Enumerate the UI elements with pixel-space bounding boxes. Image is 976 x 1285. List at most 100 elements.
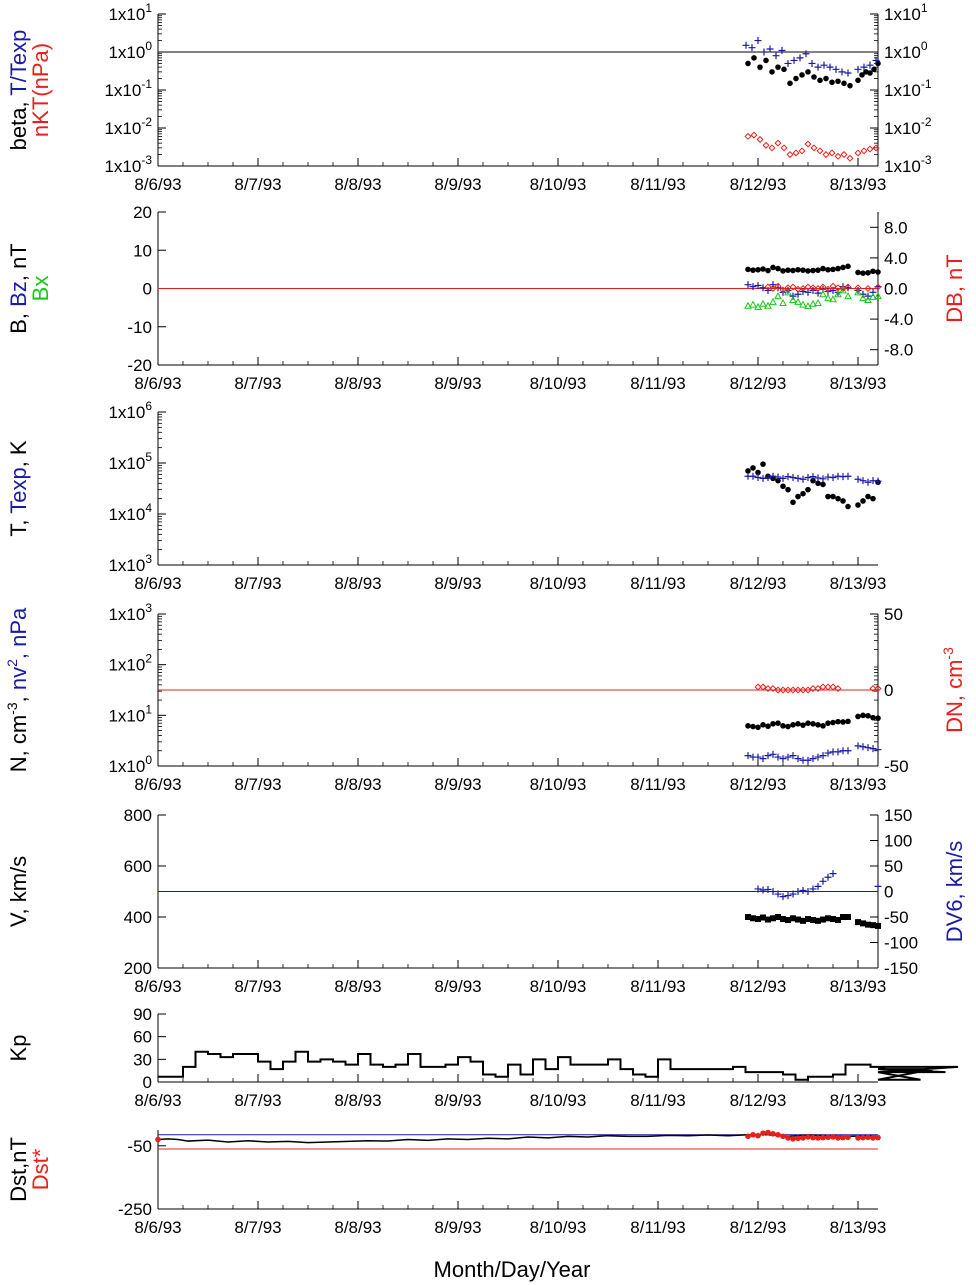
- tick-mantissa: 1x10: [108, 454, 145, 473]
- x-tick-label: 8/12/93: [730, 775, 787, 794]
- data-point: [789, 283, 797, 291]
- data-point: [835, 718, 841, 725]
- right-axis-label: DN, cm-3: [940, 647, 967, 733]
- data-point: [745, 723, 751, 729]
- y-axis-label: nKT(nPa): [28, 43, 53, 137]
- data-point: [762, 141, 770, 149]
- data-point: [872, 56, 880, 64]
- data-point: [744, 281, 752, 289]
- x-tick-label: 8/11/93: [630, 175, 685, 194]
- data-point: [759, 299, 767, 307]
- left-tick-label: 1x102: [108, 652, 152, 675]
- data-point: [784, 892, 792, 900]
- tick-mantissa: 1x10: [108, 556, 145, 575]
- data-point: [855, 1135, 861, 1141]
- x-tick-label: 8/10/93: [530, 977, 587, 996]
- data-point: [799, 72, 805, 78]
- data-point: [815, 267, 821, 273]
- data-point: [822, 151, 830, 159]
- data-point: [760, 48, 768, 56]
- x-tick-label: 8/12/93: [730, 175, 787, 194]
- right-tick-label: 150: [884, 806, 912, 825]
- y-axis-label: N, cm-3, nv2, nPa: [4, 607, 31, 772]
- x-tick-label: 8/11/93: [630, 574, 685, 593]
- data-point: [775, 477, 781, 484]
- x-tick-label: 8/6/93: [134, 1091, 181, 1110]
- panel-6: 90 60 30 08/6/93 8/7/93 8/8/93 8/9/93 8/10/93 8/…: [6, 1005, 959, 1110]
- data-point: [775, 1131, 781, 1138]
- x-tick-label: 8/9/93: [434, 977, 481, 996]
- data-point: [799, 284, 807, 293]
- data-point: [750, 1131, 756, 1138]
- x-tick-label: 8/7/93: [234, 175, 281, 194]
- x-tick-label: 8/12/93: [730, 977, 787, 996]
- data-point: [784, 473, 792, 481]
- data-point: [784, 686, 792, 694]
- y-axis-label: Kp: [6, 1035, 31, 1062]
- right-tick-label: 1x10-2: [884, 115, 932, 138]
- data-point: [770, 721, 776, 727]
- label-part: nKT(nPa): [28, 43, 53, 137]
- data-point: [845, 503, 851, 510]
- tick-exponent: 0: [145, 753, 152, 767]
- data-point: [769, 750, 777, 758]
- data-point: [800, 722, 806, 728]
- x-tick-label: 8/6/93: [134, 977, 181, 996]
- data-point: [757, 64, 763, 70]
- data-point: [750, 915, 756, 922]
- data-point: [814, 684, 822, 692]
- tick-exponent: 1: [145, 702, 152, 716]
- data-point: [815, 480, 821, 487]
- data-point: [820, 265, 826, 272]
- data-point: [855, 269, 861, 276]
- data-point: [828, 149, 836, 157]
- data-point: [824, 285, 832, 293]
- data-point: [809, 299, 817, 307]
- data-point: [789, 890, 797, 898]
- data-point: [835, 495, 841, 502]
- tick-exponent: 4: [145, 501, 152, 515]
- x-tick-label: 8/13/93: [830, 374, 887, 393]
- data-point: [805, 916, 811, 923]
- x-tick-label: 8/12/93: [730, 1091, 787, 1110]
- data-point: [800, 917, 806, 924]
- data-point: [854, 475, 862, 483]
- data-point: [814, 284, 822, 293]
- x-tick-label: 8/8/93: [334, 574, 381, 593]
- x-tick-label: 8/7/93: [234, 374, 281, 393]
- x-tick-label: 8/7/93: [234, 1218, 281, 1237]
- data-point: [745, 266, 751, 273]
- data-point: [845, 718, 851, 725]
- tick-mantissa: 1x10: [108, 605, 145, 624]
- data-point: [834, 152, 842, 160]
- data-point: [844, 292, 852, 300]
- data-point: [844, 472, 852, 480]
- x-tick-label: 8/8/93: [334, 374, 381, 393]
- tick-exponent: -3: [141, 153, 152, 167]
- data-point: [784, 59, 792, 67]
- data-point: [814, 882, 822, 890]
- data-point: [869, 292, 877, 300]
- y-axis-label: Dst*: [28, 1148, 53, 1190]
- data-point: [786, 151, 794, 159]
- data-point: [749, 283, 757, 291]
- data-point: [804, 756, 812, 764]
- data-point: [764, 301, 772, 309]
- left-tick-label: 400: [124, 908, 152, 927]
- x-tick-label: 8/8/93: [334, 775, 381, 794]
- data-point: [830, 493, 836, 500]
- label-part: -3: [4, 702, 20, 715]
- label-part: Bz: [6, 281, 31, 307]
- data-point: [769, 888, 777, 895]
- data-point: [789, 473, 797, 481]
- data-point: [820, 723, 826, 729]
- right-tick-label: -50: [884, 908, 909, 927]
- left-tick-label: 0: [143, 280, 152, 299]
- data-point: [814, 63, 822, 71]
- data-point: [769, 297, 777, 305]
- right-tick-label: 0: [884, 681, 893, 700]
- tick-exponent: 0: [145, 39, 152, 53]
- left-tick-label: 60: [133, 1028, 152, 1047]
- left-tick-label: 30: [133, 1050, 152, 1069]
